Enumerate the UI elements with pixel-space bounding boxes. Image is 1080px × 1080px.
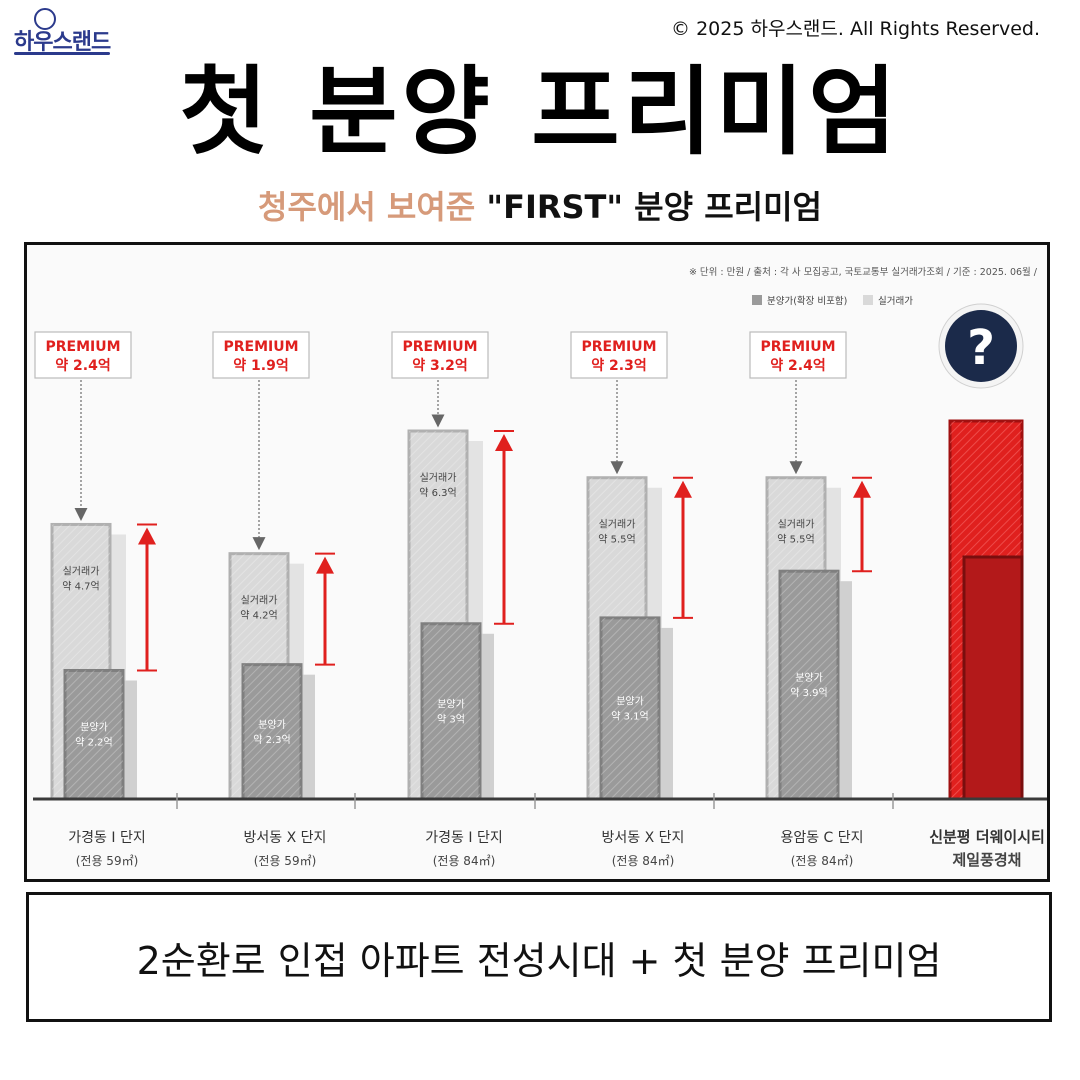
premium-box xyxy=(570,331,668,379)
premium-span-arrowhead xyxy=(316,556,334,574)
legend-swatch-trade xyxy=(863,295,873,305)
sale-label-name: 분양가 xyxy=(616,695,644,707)
bottom-caption-box: 2순환로 인접 아파트 전성시대 + 첫 분양 프리미엄 xyxy=(26,892,1052,1022)
category-sublabel: (전용 59㎡) xyxy=(76,854,139,868)
sale-label-value: 약 3.1억 xyxy=(611,710,648,722)
page-subtitle: 청주에서 보여준 "FIRST" 분양 프리미엄 xyxy=(0,182,1080,228)
trade-label-value: 약 6.3억 xyxy=(419,487,456,499)
category-sublabel: (전용 59㎡) xyxy=(254,854,317,868)
globe-icon xyxy=(34,8,56,30)
category-label: 방서동 X 단지 xyxy=(602,830,685,846)
bar-highlight-front xyxy=(962,555,1024,801)
trade-label-value: 약 5.5억 xyxy=(598,534,635,546)
sale-label-name: 분양가 xyxy=(795,672,823,684)
brand-logo: 하우스랜드 xyxy=(14,8,114,56)
premium-value: 약 1.9억 xyxy=(233,357,288,374)
premium-value: 약 2.3억 xyxy=(591,357,646,374)
copyright: © 2025 하우스랜드. All Rights Reserved. xyxy=(671,18,1040,40)
subtitle-accent: 청주에서 보여준 xyxy=(258,188,476,226)
bar-shadow xyxy=(480,633,494,799)
sale-label-value: 약 3.9억 xyxy=(790,687,827,699)
premium-box xyxy=(34,331,132,379)
bar-shadow xyxy=(659,627,673,799)
category-label: 가경동 I 단지 xyxy=(68,830,145,846)
question-badge xyxy=(945,310,1017,382)
premium-label: PREMIUM xyxy=(581,339,656,355)
premium-label: PREMIUM xyxy=(402,339,477,355)
premium-label: PREMIUM xyxy=(223,339,298,355)
sale-label-value: 약 3억 xyxy=(437,713,465,725)
bar-shadow xyxy=(838,581,852,799)
sale-label-name: 분양가 xyxy=(258,719,286,731)
legend-label-trade: 실거래가 xyxy=(878,296,913,307)
premium-value: 약 2.4억 xyxy=(55,357,110,374)
sale-label-name: 분양가 xyxy=(80,722,108,734)
premium-box xyxy=(212,331,310,379)
trade-label-value: 약 4.2억 xyxy=(240,610,277,622)
chart-frame: ※ 단위 : 만원 / 출처 : 각 사 모집공고, 국토교통부 실거래가조회 … xyxy=(24,242,1050,882)
question-mark-icon: ? xyxy=(967,320,995,376)
sale-label-name: 분양가 xyxy=(437,698,465,710)
trade-label-name: 실거래가 xyxy=(63,565,100,577)
sale-label-value: 약 2.3억 xyxy=(253,734,290,746)
premium-value: 약 2.4억 xyxy=(770,357,825,374)
logo-underline xyxy=(14,52,110,55)
trade-label-name: 실거래가 xyxy=(420,472,457,484)
bar-sale-hatch xyxy=(243,664,301,799)
premium-span-arrowhead xyxy=(495,434,513,451)
category-label: 신분평 더웨이시티 xyxy=(929,828,1045,846)
trade-label-value: 약 4.7억 xyxy=(62,580,99,592)
sale-label-value: 약 2.2억 xyxy=(75,737,112,749)
premium-span-arrowhead xyxy=(138,527,156,545)
premium-span-arrowhead xyxy=(853,480,871,498)
category-label: 방서동 X 단지 xyxy=(244,830,327,846)
page-title: 첫 분양 프리미엄 xyxy=(179,56,901,168)
trade-label-value: 약 5.5억 xyxy=(777,534,814,546)
bottom-caption: 2순환로 인접 아파트 전성시대 + 첫 분양 프리미엄 xyxy=(136,938,942,983)
bar-shadow xyxy=(123,680,137,799)
bar-shadow xyxy=(301,674,315,799)
logo-text: 하우스랜드 xyxy=(14,30,111,55)
premium-label: PREMIUM xyxy=(45,339,120,355)
premium-label: PREMIUM xyxy=(760,339,835,355)
trade-label-name: 실거래가 xyxy=(599,519,636,531)
bar-sale-hatch xyxy=(65,670,123,799)
legend-swatch-sale xyxy=(752,295,762,305)
category-sublabel: 제일풍경채 xyxy=(952,851,1021,869)
category-label: 가경동 I 단지 xyxy=(425,830,502,846)
premium-span-arrowhead xyxy=(674,480,692,498)
bar-sale-hatch xyxy=(780,571,838,799)
category-label: 용암동 C 단지 xyxy=(780,830,863,846)
category-sublabel: (전용 84㎡) xyxy=(791,854,854,868)
legend-label-sale: 분양가(확장 비포함) xyxy=(767,295,847,307)
bar-sale-hatch xyxy=(422,623,480,799)
premium-value: 약 3.2억 xyxy=(412,357,467,374)
premium-box xyxy=(391,331,489,379)
trade-label-name: 실거래가 xyxy=(778,519,815,531)
premium-box xyxy=(749,331,847,379)
subtitle-rest: "FIRST" 분양 프리미엄 xyxy=(486,188,822,226)
trade-label-name: 실거래가 xyxy=(241,595,278,607)
category-sublabel: (전용 84㎡) xyxy=(612,854,675,868)
premium-bar-chart: ※ 단위 : 만원 / 출처 : 각 사 모집공고, 국토교통부 실거래가조회 … xyxy=(33,266,1047,869)
chart-note: ※ 단위 : 만원 / 출처 : 각 사 모집공고, 국토교통부 실거래가조회 … xyxy=(689,266,1038,278)
category-sublabel: (전용 84㎡) xyxy=(433,854,496,868)
bar-sale-hatch xyxy=(601,617,659,799)
